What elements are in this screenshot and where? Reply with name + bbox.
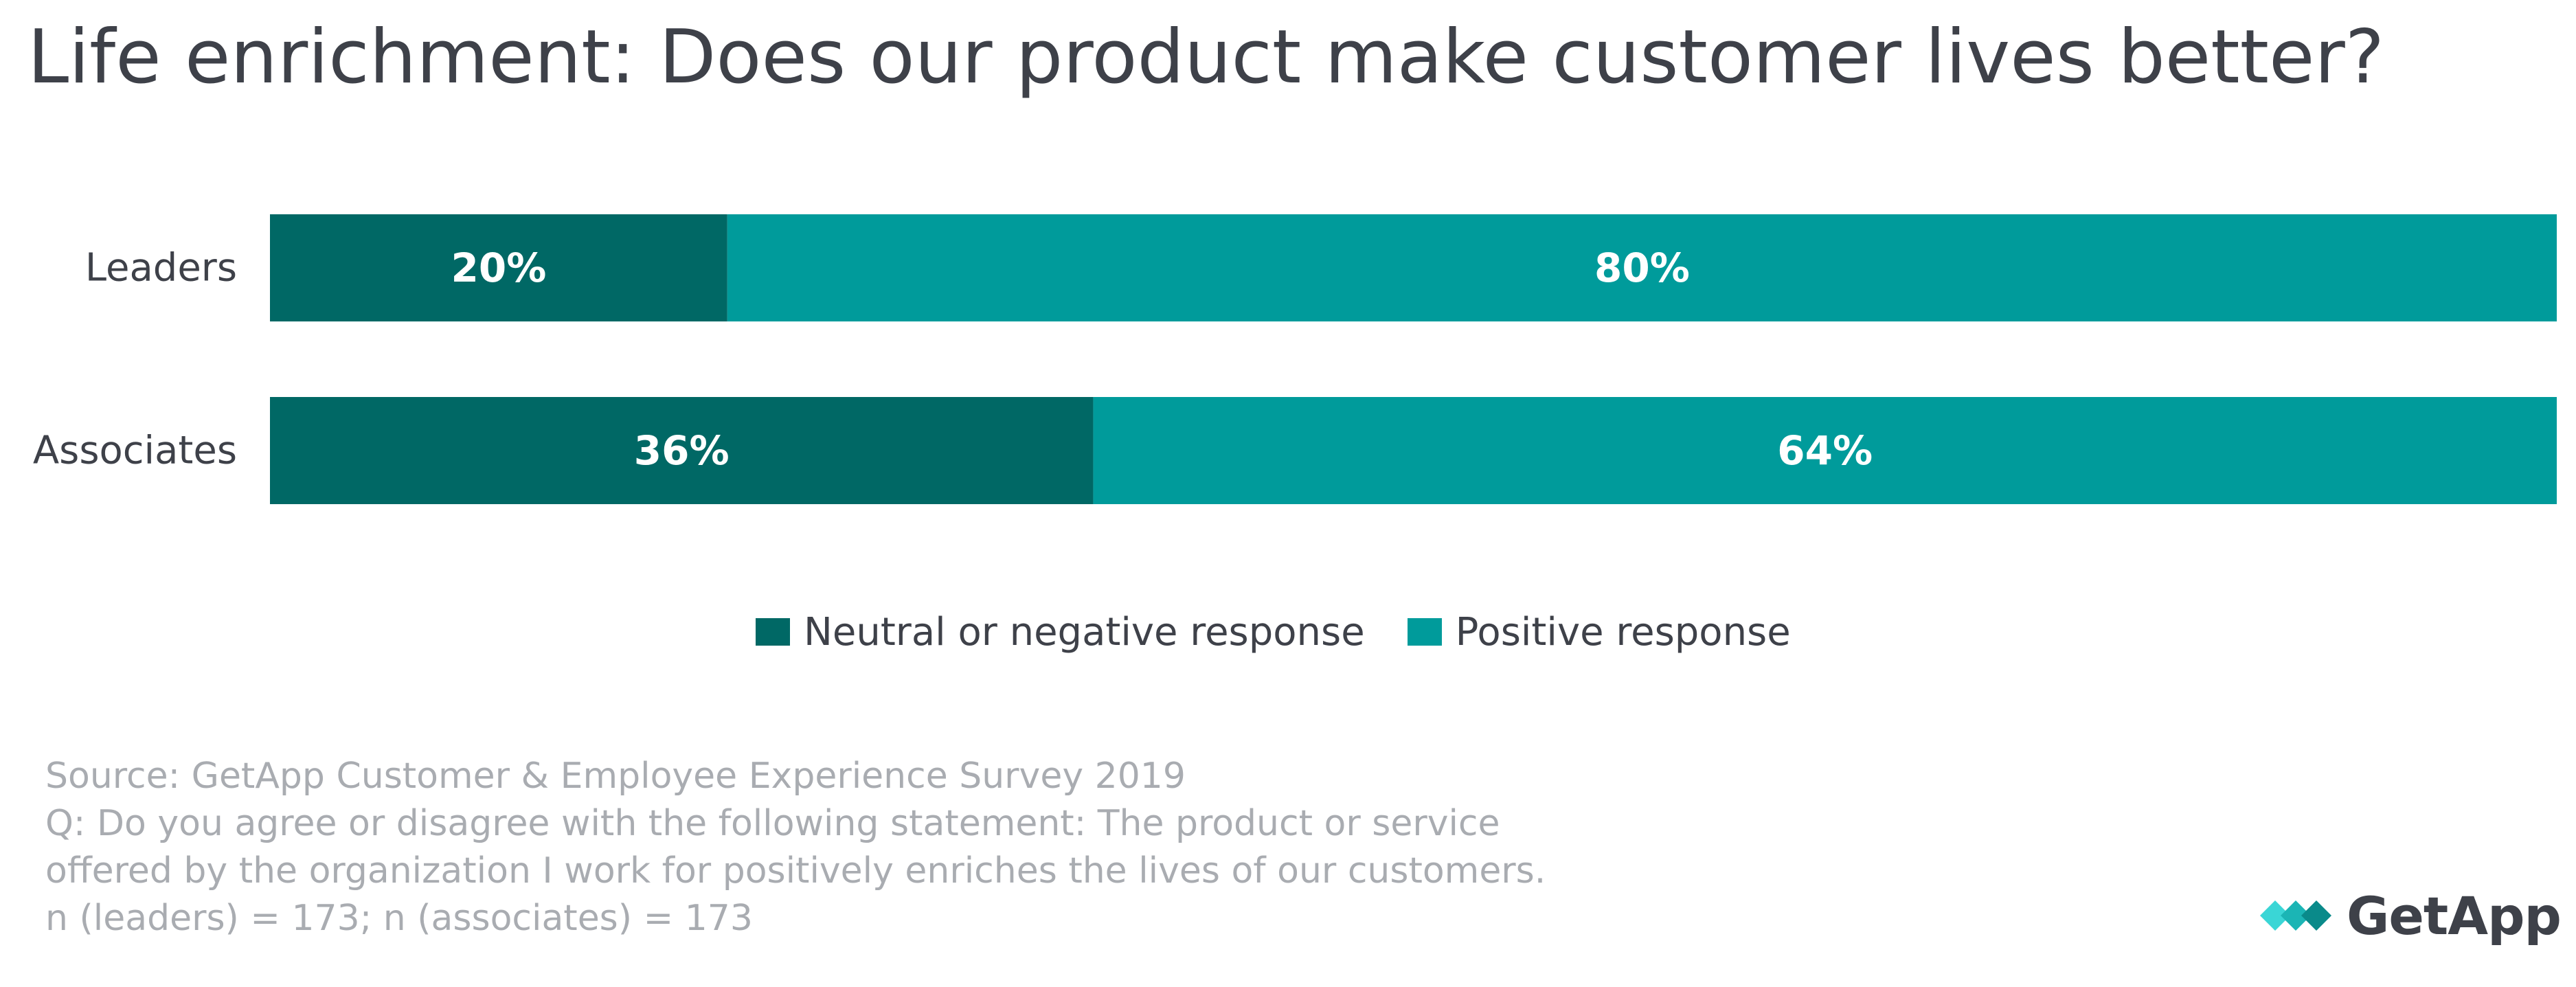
source-note: Source: GetApp Customer & Employee Exper… <box>45 756 1186 797</box>
chart-notes: Source: GetApp Customer & Employee Exper… <box>45 753 1546 942</box>
category-label-associates: Associates <box>33 429 237 473</box>
legend-item-positive: Positive response <box>1407 609 1791 655</box>
getapp-logo: GetApp <box>2260 885 2562 946</box>
legend-item-neutral: Neutral or negative response <box>756 610 1365 655</box>
legend-swatch-neutral <box>756 618 790 646</box>
legend-swatch-positive <box>1407 618 1442 646</box>
question-note-line-2: offered by the organization I work for p… <box>45 850 1546 892</box>
data-label-associates-neutral: 36% <box>634 427 730 474</box>
getapp-chevrons-icon <box>2260 900 2331 931</box>
category-label-leaders: Leaders <box>85 246 237 291</box>
logo-chevron-2 <box>2281 900 2311 931</box>
legend-label-neutral: Neutral or negative response <box>804 609 1365 655</box>
data-label-associates-positive: 64% <box>1777 427 1873 474</box>
data-label-leaders-neutral: 20% <box>451 245 546 291</box>
logo-chevron-3 <box>2301 900 2331 931</box>
logo-text: GetApp <box>2347 885 2562 946</box>
logo-chevron-1 <box>2260 900 2290 931</box>
legend-label-positive: Positive response <box>1455 609 1791 655</box>
data-label-leaders-positive: 80% <box>1594 245 1690 291</box>
bar-leaders-neutral <box>270 214 727 321</box>
question-note-line-1: Q: Do you agree or disagree with the fol… <box>45 803 1500 844</box>
bar-leaders-positive <box>727 214 2557 321</box>
bar-associates-positive <box>1093 397 2557 504</box>
bar-associates-neutral <box>270 397 1094 504</box>
sample-size-note: n (leaders) = 173; n (associates) = 173 <box>45 898 753 939</box>
chart-legend: Neutral or negative response Positive re… <box>756 604 1833 659</box>
chart-title: Life enrichment: Does our product make c… <box>27 14 2385 100</box>
